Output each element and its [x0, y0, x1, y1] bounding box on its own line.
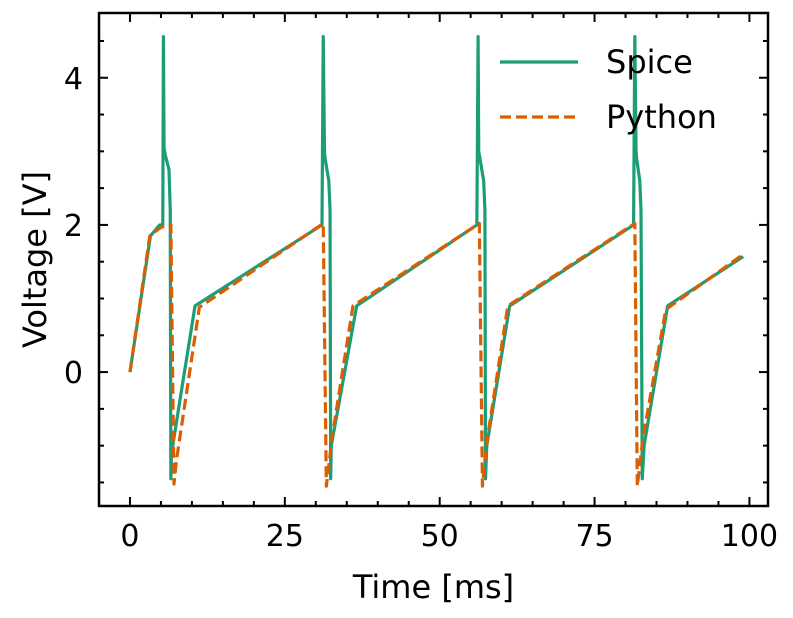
x-axis-label: Time [ms] — [352, 568, 514, 606]
series-line-spice — [128, 34, 745, 481]
tick-label-layer: 0 25 50 75 100 0 2 4 — [64, 62, 778, 554]
legend: Spice Python — [500, 43, 717, 136]
legend-label-spice: Spice — [606, 43, 693, 81]
x-tick-label: 100 — [721, 519, 778, 554]
x-tick-label: 0 — [120, 519, 139, 554]
y-axis-label: Voltage [V] — [16, 171, 54, 348]
x-tick-label: 50 — [421, 519, 459, 554]
series-line-python — [128, 221, 745, 488]
x-tick-label: 75 — [575, 519, 613, 554]
legend-label-python: Python — [606, 98, 717, 136]
y-tick-label: 4 — [64, 62, 83, 97]
x-tick-label: 25 — [266, 519, 304, 554]
plot-frame — [97, 11, 770, 508]
tick-layer — [98, 13, 768, 506]
series-layer — [128, 34, 745, 488]
y-tick-label: 2 — [64, 209, 83, 244]
y-tick-label: 0 — [64, 356, 83, 391]
